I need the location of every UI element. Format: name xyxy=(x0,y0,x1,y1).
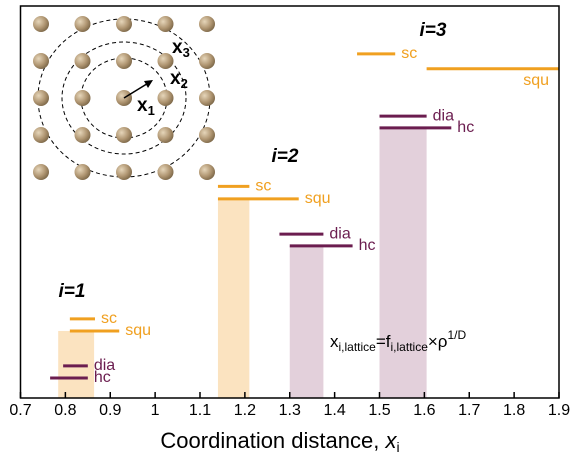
x-axis-label: Coordination distance, xi xyxy=(160,428,399,455)
segment-label: hc xyxy=(359,237,376,254)
atom xyxy=(116,16,132,32)
x-tick-label: 1.8 xyxy=(503,402,525,419)
group-label: i=1 xyxy=(59,281,86,302)
atom xyxy=(75,164,91,180)
x-tick-label: 1.6 xyxy=(413,402,435,419)
atom xyxy=(116,53,132,69)
inset-label-sub: 2 xyxy=(181,76,188,91)
x-tick-label: 1.9 xyxy=(548,402,570,419)
band xyxy=(380,128,427,398)
x-tick-label: 1.5 xyxy=(368,402,390,419)
x-tick-label: 0.9 xyxy=(99,402,121,419)
atom xyxy=(158,16,174,32)
inset-label-sub: 1 xyxy=(148,103,155,118)
x-tick-label: 0.8 xyxy=(54,402,76,419)
segment-label: sc xyxy=(401,45,417,62)
atom xyxy=(75,90,91,106)
x-tick-label: 1.7 xyxy=(458,402,480,419)
x-tick-label: 1.4 xyxy=(324,402,346,419)
atom xyxy=(33,164,49,180)
atom xyxy=(199,90,215,106)
atom xyxy=(116,127,132,143)
inset-label: x2 xyxy=(170,68,188,91)
atom xyxy=(199,16,215,32)
x-tick-label: 1 xyxy=(151,402,160,419)
atom xyxy=(116,164,132,180)
x-tick-label: 1.2 xyxy=(234,402,256,419)
inset-label-sub: 3 xyxy=(183,45,190,60)
atom xyxy=(199,127,215,143)
segment-label: hc xyxy=(94,369,111,386)
band xyxy=(290,246,324,398)
chart: scsqudiahci=1scsqudiahci=2scsqudiahci=3 … xyxy=(0,0,571,464)
atom xyxy=(199,53,215,69)
atom xyxy=(158,127,174,143)
segment-label: squ xyxy=(523,72,549,89)
atom xyxy=(75,53,91,69)
inset-label-main: x xyxy=(172,37,183,58)
band xyxy=(218,199,249,398)
atom xyxy=(75,16,91,32)
atom xyxy=(75,127,91,143)
segment-label: sc xyxy=(255,178,271,195)
atom xyxy=(158,164,174,180)
x-tick-label: 1.3 xyxy=(279,402,301,419)
segment-label: sc xyxy=(101,310,117,327)
inset-label-main: x xyxy=(137,95,148,116)
atom xyxy=(33,90,49,106)
x-tick-label: 1.1 xyxy=(189,402,211,419)
group-label: i=2 xyxy=(272,146,299,167)
inset-label: x1 xyxy=(137,95,155,118)
atom xyxy=(33,16,49,32)
segment-label: hc xyxy=(457,119,474,136)
inset-label-main: x xyxy=(170,68,181,89)
atom xyxy=(199,164,215,180)
atom xyxy=(158,90,174,106)
atom xyxy=(33,127,49,143)
atom xyxy=(33,53,49,69)
inset-label: x3 xyxy=(172,37,190,60)
segment-label: squ xyxy=(305,190,331,207)
segment-label: dia xyxy=(329,225,350,242)
segment-label: squ xyxy=(125,322,151,339)
segment-label: dia xyxy=(433,107,454,124)
group-label: i=3 xyxy=(420,20,447,41)
x-tick-label: 0.7 xyxy=(9,402,31,419)
